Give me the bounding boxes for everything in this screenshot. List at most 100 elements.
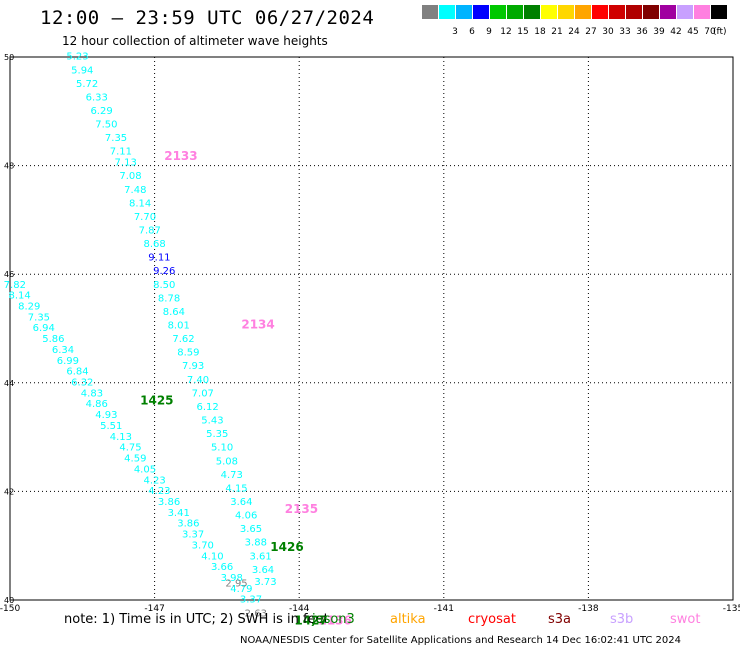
swh-value: 3.66 [211,562,233,573]
pass-time-label: 2135 [285,502,318,516]
swh-value: 3.70 [192,540,214,551]
swh-value: 5.10 [211,443,233,454]
lat-tick-label: 48 [4,162,14,171]
scale-label: 30 [602,27,614,37]
swh-value: 4.23 [143,475,165,486]
swh-value: 8.14 [129,198,151,209]
swh-value: 3.73 [254,577,276,588]
swh-value: 3.64 [252,565,274,576]
swh-value: 5.43 [201,416,223,427]
scale-swatch [711,5,728,19]
swh-value: 8.29 [18,301,40,312]
pass-time-label: 1426 [270,540,303,554]
swh-value: 4.83 [81,388,103,399]
swh-value: 7.82 [4,280,26,291]
scale-swatch [490,5,507,19]
scale-swatch [524,5,541,19]
lon-tick-label: -150 [0,604,20,614]
swh-value: 5.35 [206,429,228,440]
swh-value: 7.93 [182,361,204,372]
swh-value: 8.59 [177,348,199,359]
footer-note: note: 1) Time is in UTC; 2) SWH is in fe… [64,612,329,627]
map-frame [9,56,734,601]
swh-value: 6.84 [66,367,88,378]
mission-label-cryosat: cryosat [468,612,516,627]
pass-time-label: 2134 [241,318,274,332]
scale-swatch [626,5,643,19]
swh-value: 8.01 [168,321,190,332]
swh-value: 3.37 [240,595,262,606]
scale-swatch [456,5,473,19]
swh-value: 3.41 [168,508,190,519]
scale-swatch [609,5,626,19]
swh-value: 3.88 [245,538,267,549]
lat-tick-label: 44 [4,379,14,388]
scale-swatch [694,5,711,19]
scale-unit: (ft) [713,27,727,37]
lat-tick-label: 40 [4,596,14,605]
pass-time-label: 2136 [318,613,351,627]
lon-tick-label: -138 [578,604,599,614]
lon-tick-label: -141 [434,604,454,614]
swh-value: 7.50 [95,120,117,131]
scale-label: 3 [452,27,458,37]
swh-value: 7.62 [172,334,194,345]
swh-value: 6.29 [90,106,112,117]
swh-value: 7.08 [119,171,141,182]
swh-value: 6.32 [71,378,93,389]
swh-value: 3.86 [177,519,199,530]
lat-tick-label: 50 [4,53,14,62]
scale-label: 21 [551,27,563,37]
scale-label: 9 [486,27,492,37]
swh-value: 8.68 [143,239,165,250]
mission-label-s3b: s3b [610,612,634,627]
swh-value: 4.10 [201,551,223,562]
swh-value: 4.86 [86,399,108,410]
swh-value: 4.05 [134,464,156,475]
swh-value: 7.11 [110,147,132,158]
swh-value: 8.78 [158,293,180,304]
page-title: 12:00 – 23:59 UTC 06/27/2024 [40,7,375,29]
swh-value: 6.94 [33,323,55,334]
swh-value: 4.23 [148,486,170,497]
swh-value: 4.79 [230,584,252,595]
swh-value: 9.11 [148,253,170,264]
scale-label: 42 [670,27,682,37]
swh-value: 5.94 [71,65,93,76]
swh-value: 4.13 [110,432,132,443]
swh-value: 7.40 [187,375,209,386]
scale-swatch [541,5,558,19]
scale-swatch [575,5,592,19]
scale-swatch [439,5,456,19]
scale-label: 45 [687,27,699,37]
mission-label-jason3: jason3 [312,612,355,627]
swh-value: 3.86 [158,497,180,508]
swh-value: 5.86 [42,334,64,345]
scale-swatch [558,5,575,19]
mission-label-altika: altika [390,612,426,627]
swh-value: 4.73 [221,470,243,481]
swh-value: 2.95 [225,578,247,589]
scale-label: 27 [585,27,597,37]
mission-label-swot: swot [670,612,701,627]
pass-time-label: 2133 [164,149,197,163]
swh-value: 5.51 [100,421,122,432]
swh-value: 4.06 [235,511,257,522]
swh-value: 5.23 [66,52,88,63]
scale-swatch [592,5,609,19]
pass-time-label: 1425 [140,394,173,408]
swh-value: 4.93 [95,410,117,421]
lon-tick-label: -147 [144,604,164,614]
scale-label: 6 [469,27,475,37]
swh-value: 8.50 [153,280,175,291]
scale-label: 39 [653,27,665,37]
swh-value: 3.61 [250,551,272,562]
lon-tick-label: -144 [289,604,310,614]
scale-swatch [473,5,490,19]
swh-value: 3.37 [182,530,204,541]
scale-swatch [677,5,694,19]
swh-value: 3.64 [230,497,252,508]
swh-value: 7.07 [192,388,214,399]
